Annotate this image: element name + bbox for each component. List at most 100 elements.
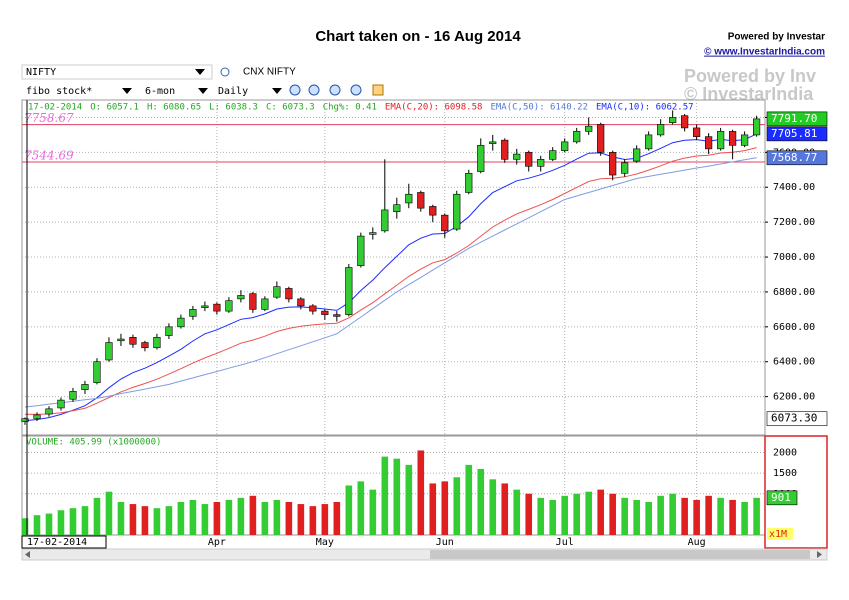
candle-body xyxy=(537,159,545,167)
volume-bar xyxy=(33,515,41,535)
watermark: Powered by Inv xyxy=(684,66,816,86)
volume-bar xyxy=(321,504,329,535)
volume-bar xyxy=(357,481,365,535)
page-title: Chart taken on - 16 Aug 2014 xyxy=(315,28,521,45)
volume-bar xyxy=(465,464,473,535)
zoom-out[interactable] xyxy=(308,84,320,96)
candle-body xyxy=(285,288,293,300)
cursor-date-box xyxy=(21,535,107,549)
y-tick-label: 6400.00 xyxy=(773,357,815,368)
scroll-right[interactable] xyxy=(817,551,822,558)
volume-bar xyxy=(681,497,688,535)
dropdown-arrow[interactable] xyxy=(122,88,132,94)
candle-body xyxy=(165,326,173,336)
volume-bar xyxy=(429,483,437,535)
candle-body xyxy=(309,305,317,312)
volume-bar xyxy=(585,491,592,535)
volume-bar xyxy=(165,506,173,535)
candle-body xyxy=(117,338,125,342)
volume-bar xyxy=(609,493,616,535)
candle-body xyxy=(177,317,185,328)
volume-bar xyxy=(105,491,113,535)
volume-title: VOLUME: 405.99 (x1000000) xyxy=(26,438,161,448)
info-item: L: 6038.3 xyxy=(209,103,258,113)
candle-body xyxy=(297,298,305,307)
search-icon[interactable] xyxy=(220,67,230,77)
candle-body xyxy=(213,303,221,312)
dropdown-arrow[interactable] xyxy=(198,88,208,94)
fibo-label: 7544.69 xyxy=(24,148,74,162)
info-item: EMA(C,50): 6140.22 xyxy=(490,103,588,113)
candle-body xyxy=(717,131,725,150)
x-tick-label: Jun xyxy=(436,537,454,548)
candle-body xyxy=(465,172,473,193)
candle-body xyxy=(69,391,77,400)
volume-bar xyxy=(621,497,628,535)
volume-bar xyxy=(69,508,77,535)
candle-body xyxy=(381,209,389,232)
zoom-area[interactable] xyxy=(329,84,341,96)
candle-body xyxy=(321,310,329,315)
symbol-box[interactable] xyxy=(21,64,213,80)
volume-bar xyxy=(717,497,724,535)
volume-bar xyxy=(741,502,748,535)
interval[interactable]: Daily xyxy=(218,86,248,97)
volume-bar xyxy=(501,483,509,535)
candle-body xyxy=(489,141,497,144)
x-tick-label: Aug xyxy=(688,537,706,548)
candle-body xyxy=(645,134,653,150)
x-tick-label: Apr xyxy=(208,537,226,548)
candle-body xyxy=(45,408,53,415)
candle-body xyxy=(705,136,713,150)
volume-bar xyxy=(213,502,221,535)
candle-body xyxy=(441,214,449,232)
volume-bar xyxy=(297,504,305,535)
volume-bar xyxy=(129,504,137,535)
candle-body xyxy=(393,204,401,212)
y-tick-label: 7200.00 xyxy=(773,217,815,228)
symbol-name: CNX NIFTY xyxy=(243,67,296,78)
volume-label-box xyxy=(766,490,798,506)
scrollbar[interactable] xyxy=(21,548,828,561)
template[interactable]: fibo stock* xyxy=(26,86,92,97)
info-item: H: 6080.65 xyxy=(147,103,201,113)
candle-body xyxy=(561,141,569,151)
candle-body xyxy=(525,152,533,167)
scrollbar-thumb[interactable] xyxy=(430,550,810,559)
dropdown-arrow[interactable] xyxy=(272,88,282,94)
price-label: 6073.30 xyxy=(771,412,817,425)
volume-bar xyxy=(333,502,341,535)
volume-bar xyxy=(381,456,389,535)
dropdown-arrow[interactable] xyxy=(195,69,205,75)
candle-body xyxy=(201,305,209,308)
volume-bar xyxy=(93,497,101,535)
volume-bar xyxy=(249,495,257,535)
zoom-reset[interactable] xyxy=(350,84,362,96)
candle-body xyxy=(693,127,701,137)
candle-body xyxy=(57,399,65,409)
volume-bar xyxy=(153,508,161,535)
candle-body xyxy=(753,118,761,136)
volume-unit: x1M xyxy=(769,529,787,540)
volume-bar xyxy=(513,489,521,535)
volume-bar xyxy=(369,489,377,535)
site-link[interactable]: © www.InvestarIndia.com xyxy=(704,47,825,58)
volume-bar xyxy=(441,481,449,535)
volume-bar xyxy=(693,499,700,535)
candle-body xyxy=(237,295,245,300)
volume-bar xyxy=(477,469,485,535)
scroll-left[interactable] xyxy=(25,551,30,558)
price-label-box xyxy=(766,126,828,142)
settings-icon[interactable] xyxy=(372,84,384,96)
candle-body xyxy=(369,232,377,235)
volume-bar xyxy=(309,506,317,535)
zoom-in[interactable] xyxy=(289,84,301,96)
volume-bar xyxy=(489,479,497,535)
candle-body xyxy=(429,206,437,216)
symbol[interactable]: NIFTY xyxy=(26,67,56,78)
volume-bar xyxy=(273,499,281,535)
price-label: 7791.70 xyxy=(771,112,817,125)
period[interactable]: 6-mon xyxy=(145,86,175,97)
volume-label: 901 xyxy=(771,491,791,504)
